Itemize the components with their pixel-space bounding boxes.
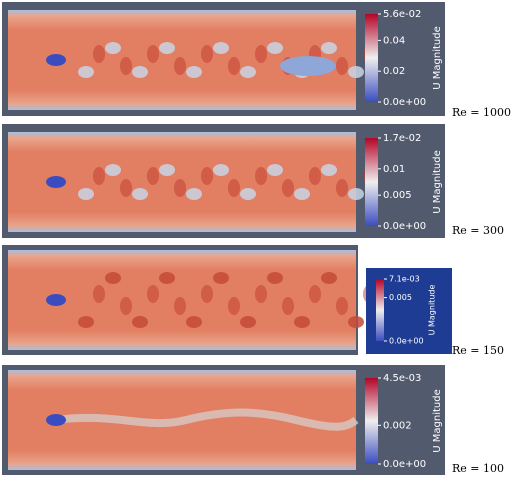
vortex xyxy=(120,179,132,197)
vortex xyxy=(309,285,321,303)
vortex xyxy=(255,167,267,185)
colorbar xyxy=(376,279,384,341)
vortex xyxy=(282,179,294,197)
vortex xyxy=(105,42,121,54)
vortex xyxy=(132,66,148,78)
vortex xyxy=(174,57,186,75)
colorbar xyxy=(365,14,378,102)
vortex xyxy=(78,316,94,328)
vortex xyxy=(255,285,267,303)
vortex xyxy=(147,45,159,63)
vortex xyxy=(132,316,148,328)
vortex xyxy=(201,167,213,185)
vortex xyxy=(201,285,213,303)
vortex xyxy=(348,188,364,200)
colorbar-tick-label: 0.0e+00 xyxy=(383,97,426,108)
colorbar-title: U Magnitude xyxy=(432,150,443,213)
vortex xyxy=(309,167,321,185)
colorbar-tick-label: 0.04 xyxy=(383,35,405,46)
vortex xyxy=(267,272,283,284)
vortex xyxy=(174,179,186,197)
vortex xyxy=(336,297,348,315)
vortex xyxy=(132,188,148,200)
vortex xyxy=(186,66,202,78)
vortex xyxy=(240,316,256,328)
vortex xyxy=(93,167,105,185)
vortex xyxy=(213,164,229,176)
colorbar-tick-label: 4.5e-03 xyxy=(383,373,421,384)
vortex xyxy=(294,188,310,200)
colorbar-tick-label: 0.0e+00 xyxy=(389,337,424,346)
colorbar-tick-label: 0.005 xyxy=(383,190,412,201)
vortex xyxy=(348,316,364,328)
vortex xyxy=(240,66,256,78)
vortex xyxy=(186,316,202,328)
reynolds-label: Re = 100 xyxy=(452,462,504,475)
vortex xyxy=(78,66,94,78)
colorbar-tick-label: 0.0e+00 xyxy=(383,221,426,232)
colorbar-title: U Magnitude xyxy=(432,389,443,452)
reynolds-label: Re = 150 xyxy=(452,344,504,357)
vortex xyxy=(201,45,213,63)
vortex xyxy=(120,297,132,315)
vortex xyxy=(213,272,229,284)
vortex xyxy=(240,188,256,200)
vortex xyxy=(321,42,337,54)
vortex xyxy=(282,297,294,315)
colorbar-tick-label: 0.0e+00 xyxy=(383,459,426,470)
cylinder xyxy=(46,54,66,66)
vortex xyxy=(267,164,283,176)
vortex xyxy=(78,188,94,200)
colorbar-tick-label: 1.7e-02 xyxy=(383,133,421,144)
colorbar xyxy=(365,138,378,226)
vortex xyxy=(186,188,202,200)
colorbar-tick-label: 5.6e-02 xyxy=(383,9,421,20)
colorbar-title: U Magnitude xyxy=(432,26,443,89)
vortex xyxy=(147,285,159,303)
colorbar-title: U Magnitude xyxy=(428,285,437,336)
colorbar xyxy=(365,378,378,464)
cylinder xyxy=(46,414,66,426)
vortex xyxy=(294,316,310,328)
reynolds-label: Re = 300 xyxy=(452,224,504,237)
reynolds-label: Re = 1000 xyxy=(452,106,511,119)
vortex xyxy=(228,57,240,75)
vortex xyxy=(228,179,240,197)
colorbar-tick-label: 0.005 xyxy=(389,293,412,302)
vortex xyxy=(348,66,364,78)
cylinder xyxy=(46,176,66,188)
vortex xyxy=(321,164,337,176)
vortex xyxy=(93,45,105,63)
vortex xyxy=(159,164,175,176)
vortex xyxy=(93,285,105,303)
vortex xyxy=(255,45,267,63)
vortex xyxy=(105,164,121,176)
vortex xyxy=(336,179,348,197)
wake xyxy=(55,408,359,431)
vortex xyxy=(105,272,121,284)
vortex xyxy=(120,57,132,75)
colorbar-tick-label: 0.002 xyxy=(383,420,412,431)
vortex xyxy=(159,42,175,54)
vortex xyxy=(321,272,337,284)
vortex xyxy=(174,297,186,315)
vortex xyxy=(228,297,240,315)
vortex xyxy=(147,167,159,185)
colorbar-tick-label: 7.1e-03 xyxy=(389,275,420,284)
vortex xyxy=(267,42,283,54)
colorbar-tick-label: 0.01 xyxy=(383,164,405,175)
vortex xyxy=(159,272,175,284)
colorbar-tick-label: 0.02 xyxy=(383,66,405,77)
vortex xyxy=(336,57,348,75)
vortex xyxy=(213,42,229,54)
vortex xyxy=(280,56,336,76)
cylinder xyxy=(46,294,66,306)
